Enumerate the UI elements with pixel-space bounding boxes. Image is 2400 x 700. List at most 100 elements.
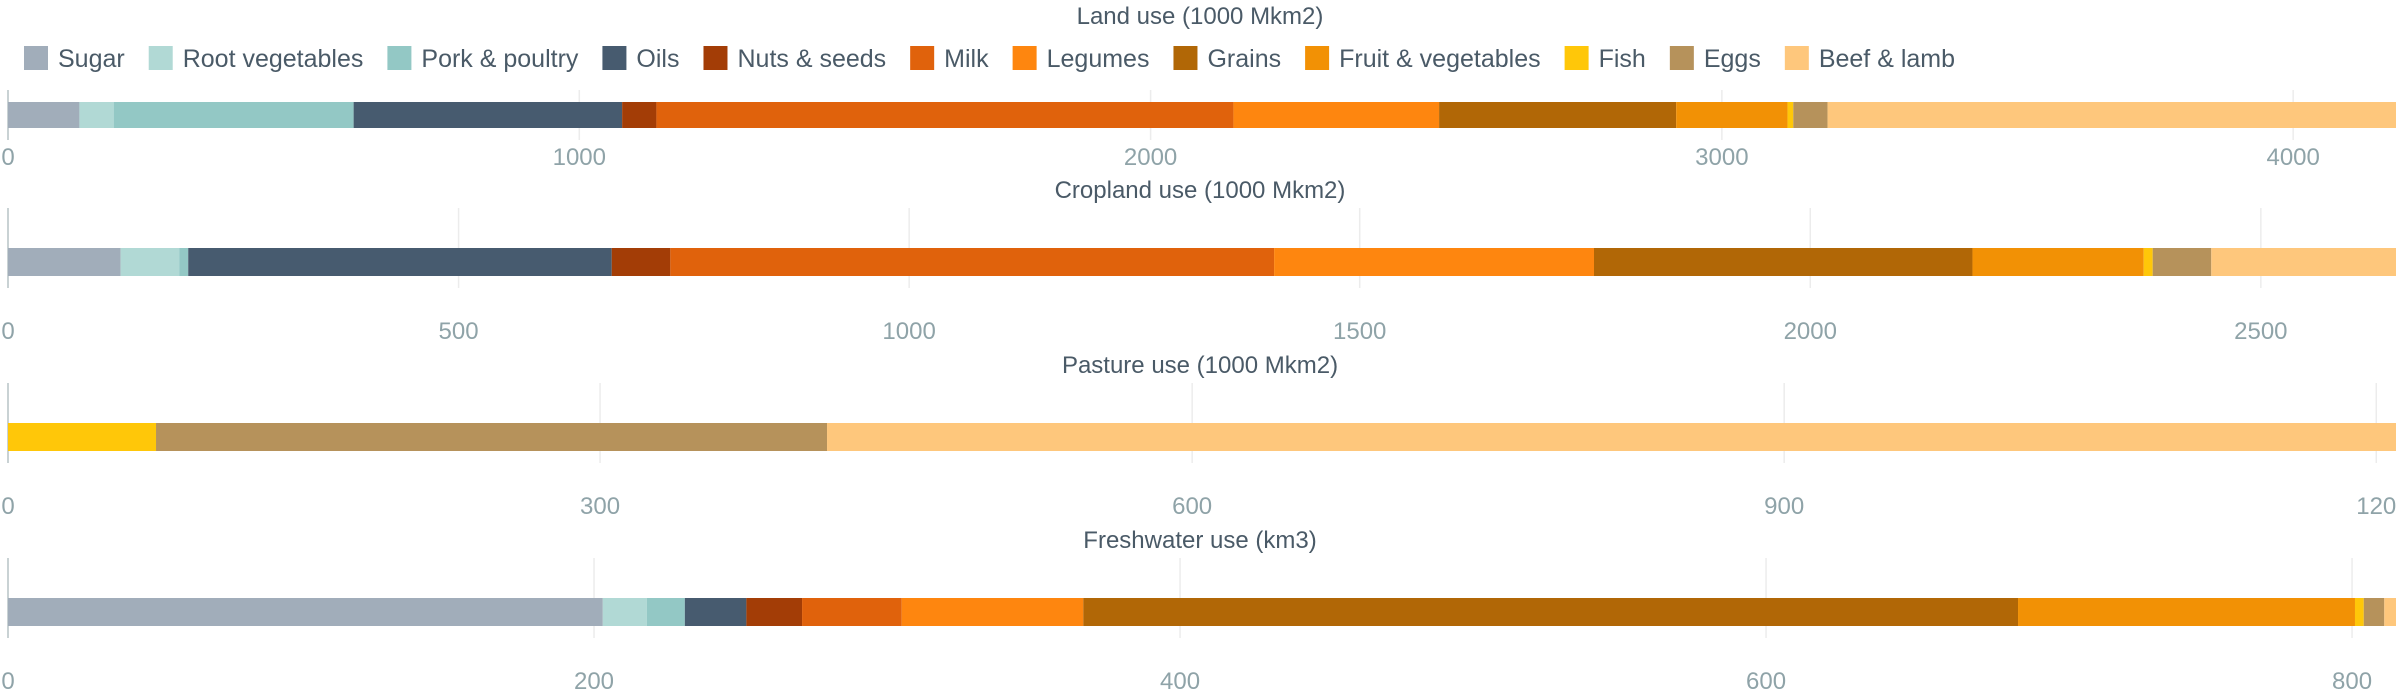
bar-segment-milk[interactable] xyxy=(802,598,902,626)
x-tick-label: 0 xyxy=(1,144,14,171)
legend-swatch xyxy=(1173,46,1198,70)
bar-segment-fish[interactable] xyxy=(8,423,157,451)
legend-swatch xyxy=(602,46,627,70)
bar-segment-legumes[interactable] xyxy=(1233,102,1440,128)
bar-segment-nuts-seeds[interactable] xyxy=(622,102,657,128)
legend-swatch xyxy=(703,46,728,70)
bar-segment-sugar[interactable] xyxy=(8,102,80,128)
legend-swatch xyxy=(910,46,935,70)
legend-swatch xyxy=(24,46,48,70)
legend-label: Grains xyxy=(1207,45,1281,73)
panel-title: Pasture use (1000 Mkm2) xyxy=(1062,352,1338,379)
panel-title: Cropland use (1000 Mkm2) xyxy=(1055,177,1346,204)
x-tick-label: 600 xyxy=(1746,668,1786,695)
bar-segment-fish[interactable] xyxy=(2354,598,2364,626)
x-tick-label: 0 xyxy=(1,493,14,520)
bar-segment-oils[interactable] xyxy=(188,248,612,276)
legend-label: Nuts & seeds xyxy=(737,45,886,73)
x-tick-label: 2500 xyxy=(2234,318,2287,345)
legend-item[interactable]: Legumes xyxy=(1012,45,1150,73)
bar-segment-fruit-vegetables[interactable] xyxy=(1972,248,2144,276)
legend-swatch xyxy=(1669,46,1694,70)
x-tick-label: 0 xyxy=(1,318,14,345)
bar-segment-fruit-vegetables[interactable] xyxy=(1676,102,1788,128)
chart-panel: Cropland use (1000 Mkm2) 0 500 1000 1500 2000… xyxy=(1,177,2396,345)
x-tick-label: 300 xyxy=(580,493,620,520)
x-tick-label: 500 xyxy=(439,318,479,345)
legend-item[interactable]: Fruit & vegetables xyxy=(1305,45,1541,73)
bar-segment-eggs[interactable] xyxy=(1793,102,1828,128)
bar-segment-oils[interactable] xyxy=(684,598,747,626)
legend-label: Eggs xyxy=(1704,45,1761,73)
legend-label: Oils xyxy=(636,45,679,73)
bar-segment-beef-lamb[interactable] xyxy=(2211,248,2396,276)
bar-segment-beef-lamb[interactable] xyxy=(827,423,2396,451)
x-tick-label: 2000 xyxy=(1784,318,1837,345)
legend-swatch xyxy=(1012,46,1037,70)
legend-swatch xyxy=(1784,46,1809,70)
bar-segment-nuts-seeds[interactable] xyxy=(746,598,803,626)
legend: Sugar Root vegetables Pork & poultry Oils Nu… xyxy=(24,45,1955,73)
bar-segment-legumes[interactable] xyxy=(901,598,1084,626)
bar-segment-oils[interactable] xyxy=(353,102,623,128)
panel-title: Land use (1000 Mkm2) xyxy=(1077,3,1324,30)
bar-segment-sugar[interactable] xyxy=(8,248,121,276)
legend-label: Milk xyxy=(944,45,989,73)
legend-label: Legumes xyxy=(1047,45,1150,73)
legend-item[interactable]: Grains xyxy=(1173,45,1281,73)
bar-segment-grains[interactable] xyxy=(1593,248,1973,276)
x-tick-label: 1000 xyxy=(553,144,606,171)
x-tick-label: 400 xyxy=(1160,668,1200,695)
legend-item[interactable]: Nuts & seeds xyxy=(703,45,886,73)
x-tick-label: 3000 xyxy=(1695,144,1748,171)
bar-segment-grains[interactable] xyxy=(1439,102,1677,128)
chart-panel: Freshwater use (km3) 0 200 400 600 800 xyxy=(1,527,2396,695)
chart-panel: Pasture use (1000 Mkm2) 0 300 600 900 120 xyxy=(1,352,2396,520)
legend-swatch xyxy=(1564,46,1589,70)
x-tick-label: 1500 xyxy=(1333,318,1386,345)
bar-segment-root-vegetables[interactable] xyxy=(79,102,114,128)
bar-segment-root-vegetables[interactable] xyxy=(120,248,180,276)
bar-segment-sugar[interactable] xyxy=(8,598,603,626)
bar-segment-milk[interactable] xyxy=(670,248,1275,276)
bar-segment-beef-lamb[interactable] xyxy=(1827,102,2396,128)
legend-label: Fish xyxy=(1599,45,1646,73)
bar-segment-milk[interactable] xyxy=(656,102,1234,128)
bar-segment-fish[interactable] xyxy=(2143,248,2153,276)
bar-segment-pork-poultry[interactable] xyxy=(646,598,685,626)
legend-item[interactable]: Eggs xyxy=(1669,45,1761,73)
bar-segment-pork-poultry[interactable] xyxy=(179,248,189,276)
legend-item[interactable]: Sugar xyxy=(24,45,125,73)
legend-label: Root vegetables xyxy=(183,45,364,73)
x-tick-label: 120 xyxy=(2356,493,2396,520)
legend-swatch xyxy=(387,46,412,70)
x-tick-label: 900 xyxy=(1764,493,1804,520)
legend-label: Sugar xyxy=(58,45,125,73)
bar-segment-fruit-vegetables[interactable] xyxy=(2018,598,2355,626)
bar-segment-pork-poultry[interactable] xyxy=(113,102,354,128)
bar-segment-root-vegetables[interactable] xyxy=(602,598,647,626)
legend-item[interactable]: Oils xyxy=(602,45,679,73)
chart-panel: Land use (1000 Mkm2) 0 1000 2000 3000 4000 xyxy=(1,3,2396,171)
x-tick-label: 2000 xyxy=(1124,144,1177,171)
bar-segment-fish[interactable] xyxy=(1787,102,1794,128)
legend-item[interactable]: Beef & lamb xyxy=(1784,45,1955,73)
legend-item[interactable]: Pork & poultry xyxy=(387,45,579,73)
bar-segment-eggs[interactable] xyxy=(2363,598,2385,626)
panel-title: Freshwater use (km3) xyxy=(1083,527,1316,554)
legend-item[interactable]: Milk xyxy=(910,45,989,73)
bar-segment-beef-lamb[interactable] xyxy=(2384,598,2396,626)
bar-segment-eggs[interactable] xyxy=(156,423,828,451)
bar-segment-nuts-seeds[interactable] xyxy=(611,248,671,276)
bar-segment-eggs[interactable] xyxy=(2152,248,2212,276)
legend-item[interactable]: Fish xyxy=(1564,45,1646,73)
x-tick-label: 0 xyxy=(1,668,14,695)
x-tick-label: 4000 xyxy=(2266,144,2319,171)
legend-item[interactable]: Root vegetables xyxy=(148,45,364,73)
bar-segment-grains[interactable] xyxy=(1083,598,2019,626)
legend-label: Fruit & vegetables xyxy=(1339,45,1541,73)
bar-segment-legumes[interactable] xyxy=(1274,248,1594,276)
legend-swatch xyxy=(148,46,173,70)
